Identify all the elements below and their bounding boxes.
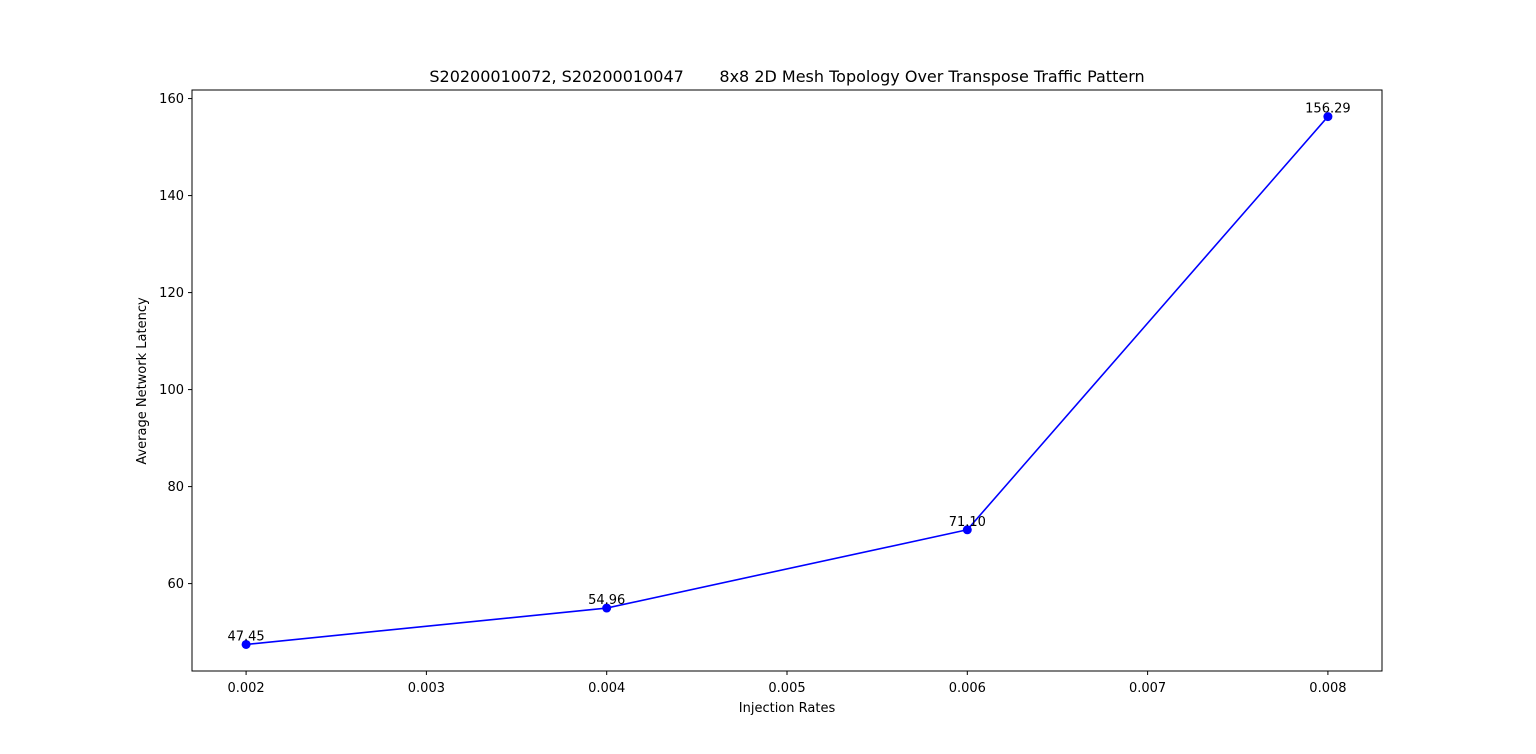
data-value-label: 156.29 <box>1305 102 1351 117</box>
data-point-marker <box>602 603 612 613</box>
y-tick-label: 100 <box>159 383 184 398</box>
x-tick-label: 0.005 <box>768 681 805 696</box>
y-axis-label: Average Network Latency <box>135 297 150 465</box>
x-tick-label: 0.003 <box>408 681 445 696</box>
y-tick-label: 80 <box>167 480 184 495</box>
chart-title: S20200010072, S20200010047 8x8 2D Mesh T… <box>429 67 1144 86</box>
data-point-marker <box>962 525 972 535</box>
data-point-marker <box>241 639 251 649</box>
y-tick-label: 120 <box>159 286 184 301</box>
y-axis-ticks: 60 80 100 120 140 160 <box>159 92 192 592</box>
y-tick-label: 140 <box>159 189 184 204</box>
x-tick-label: 0.008 <box>1309 681 1346 696</box>
x-axis-label: Injection Rates <box>739 701 836 716</box>
y-tick-label: 60 <box>167 577 184 592</box>
x-tick-label: 0.007 <box>1129 681 1166 696</box>
series-line <box>246 116 1329 646</box>
y-tick-label: 160 <box>159 92 184 107</box>
x-axis-ticks: 0.002 0.003 0.004 0.005 0.006 0.007 0.008 <box>227 671 1347 696</box>
x-tick-label: 0.006 <box>949 681 986 696</box>
data-labels-layer: 47.45 54.96 71.10 156.29 <box>227 102 1350 645</box>
data-value-label: 71.10 <box>949 515 986 530</box>
data-value-label: 54.96 <box>588 593 625 608</box>
x-tick-label: 0.002 <box>227 681 264 696</box>
x-tick-label: 0.004 <box>588 681 625 696</box>
series-layer <box>241 112 1333 649</box>
data-point-marker <box>1323 112 1333 122</box>
data-value-label: 47.45 <box>227 629 264 644</box>
plot-area-frame <box>191 89 1383 672</box>
